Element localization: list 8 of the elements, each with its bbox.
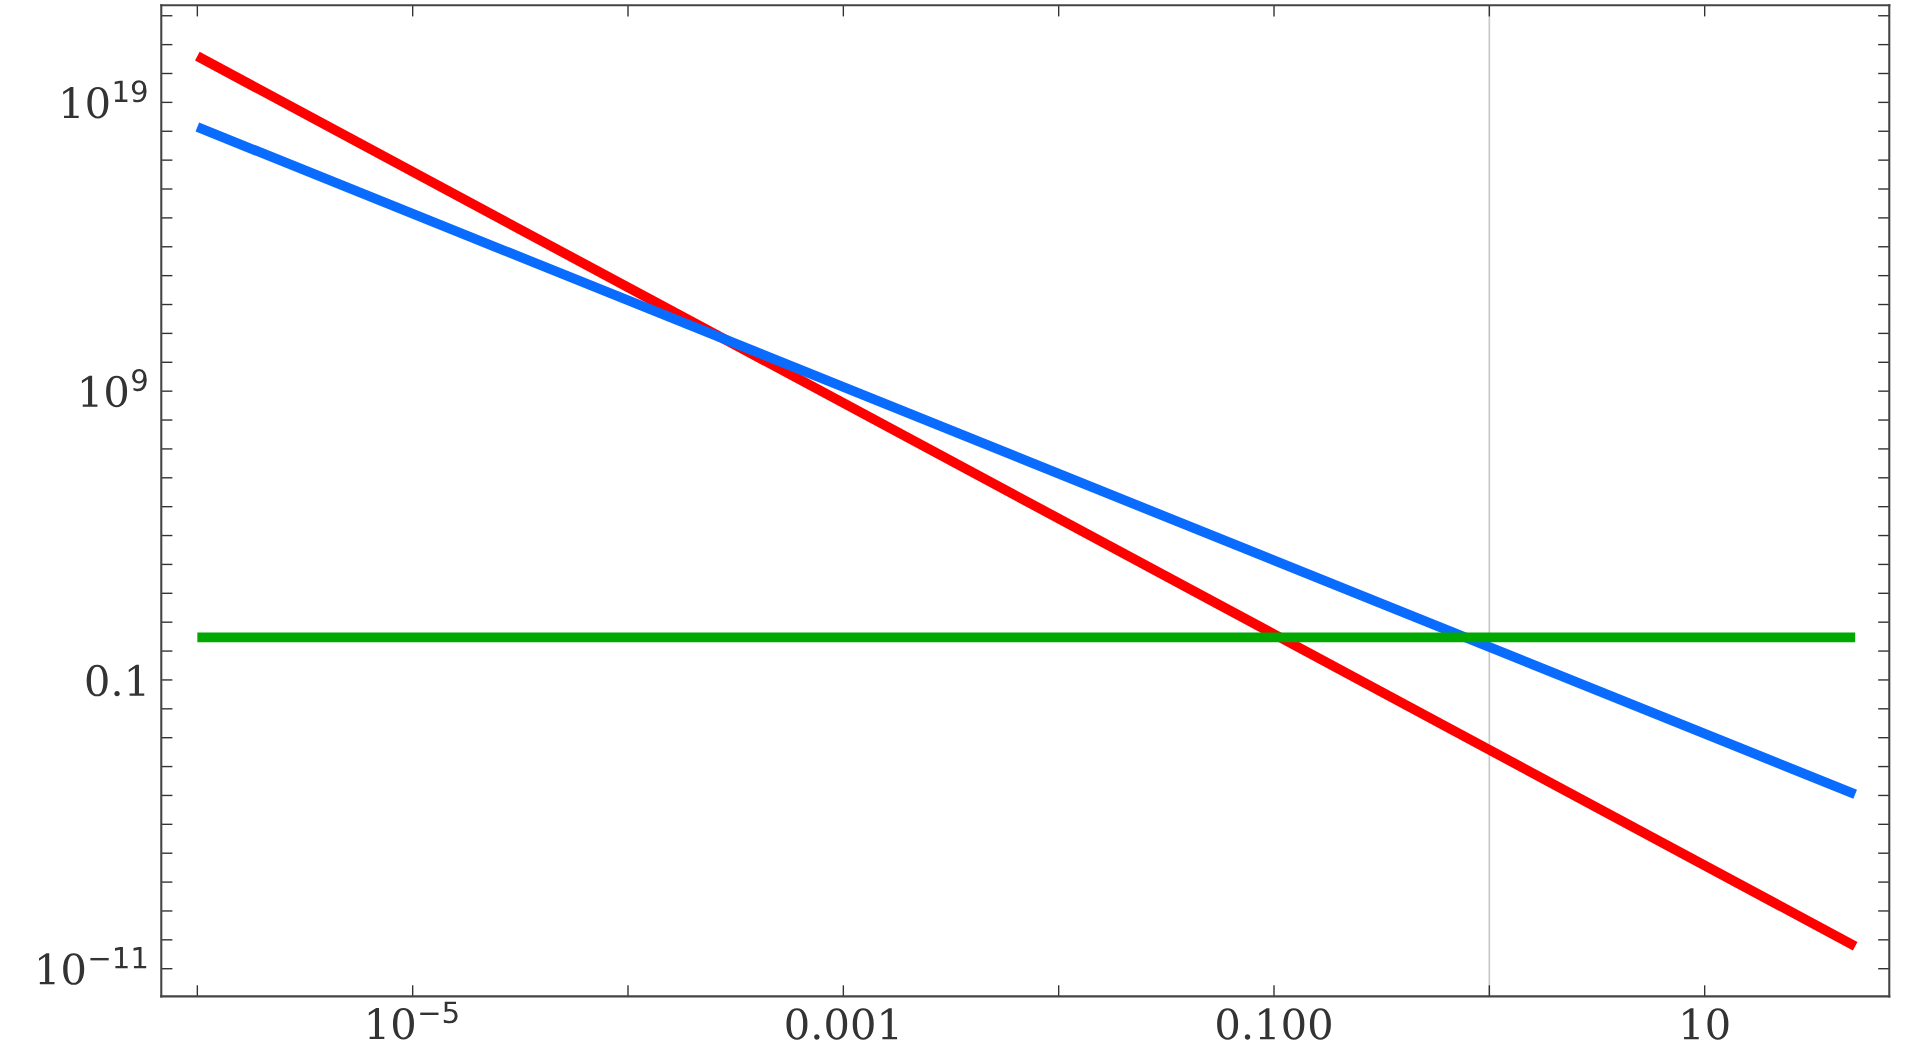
y-tick-label: 0.1 [86, 664, 145, 697]
x-tick-label: 10 [1683, 1008, 1729, 1040]
y-tick-label: 10$^{19}$ [63, 80, 147, 119]
y-tick-label: 10$^{9}$ [81, 369, 147, 408]
x-tick-label: 10$^{−5}$ [368, 1001, 458, 1040]
x-tick-label: 0.100 [1217, 1008, 1331, 1040]
y-tick-label: 10$^{−11}$ [39, 947, 147, 985]
x-tick-label: 0.001 [786, 1008, 898, 1040]
